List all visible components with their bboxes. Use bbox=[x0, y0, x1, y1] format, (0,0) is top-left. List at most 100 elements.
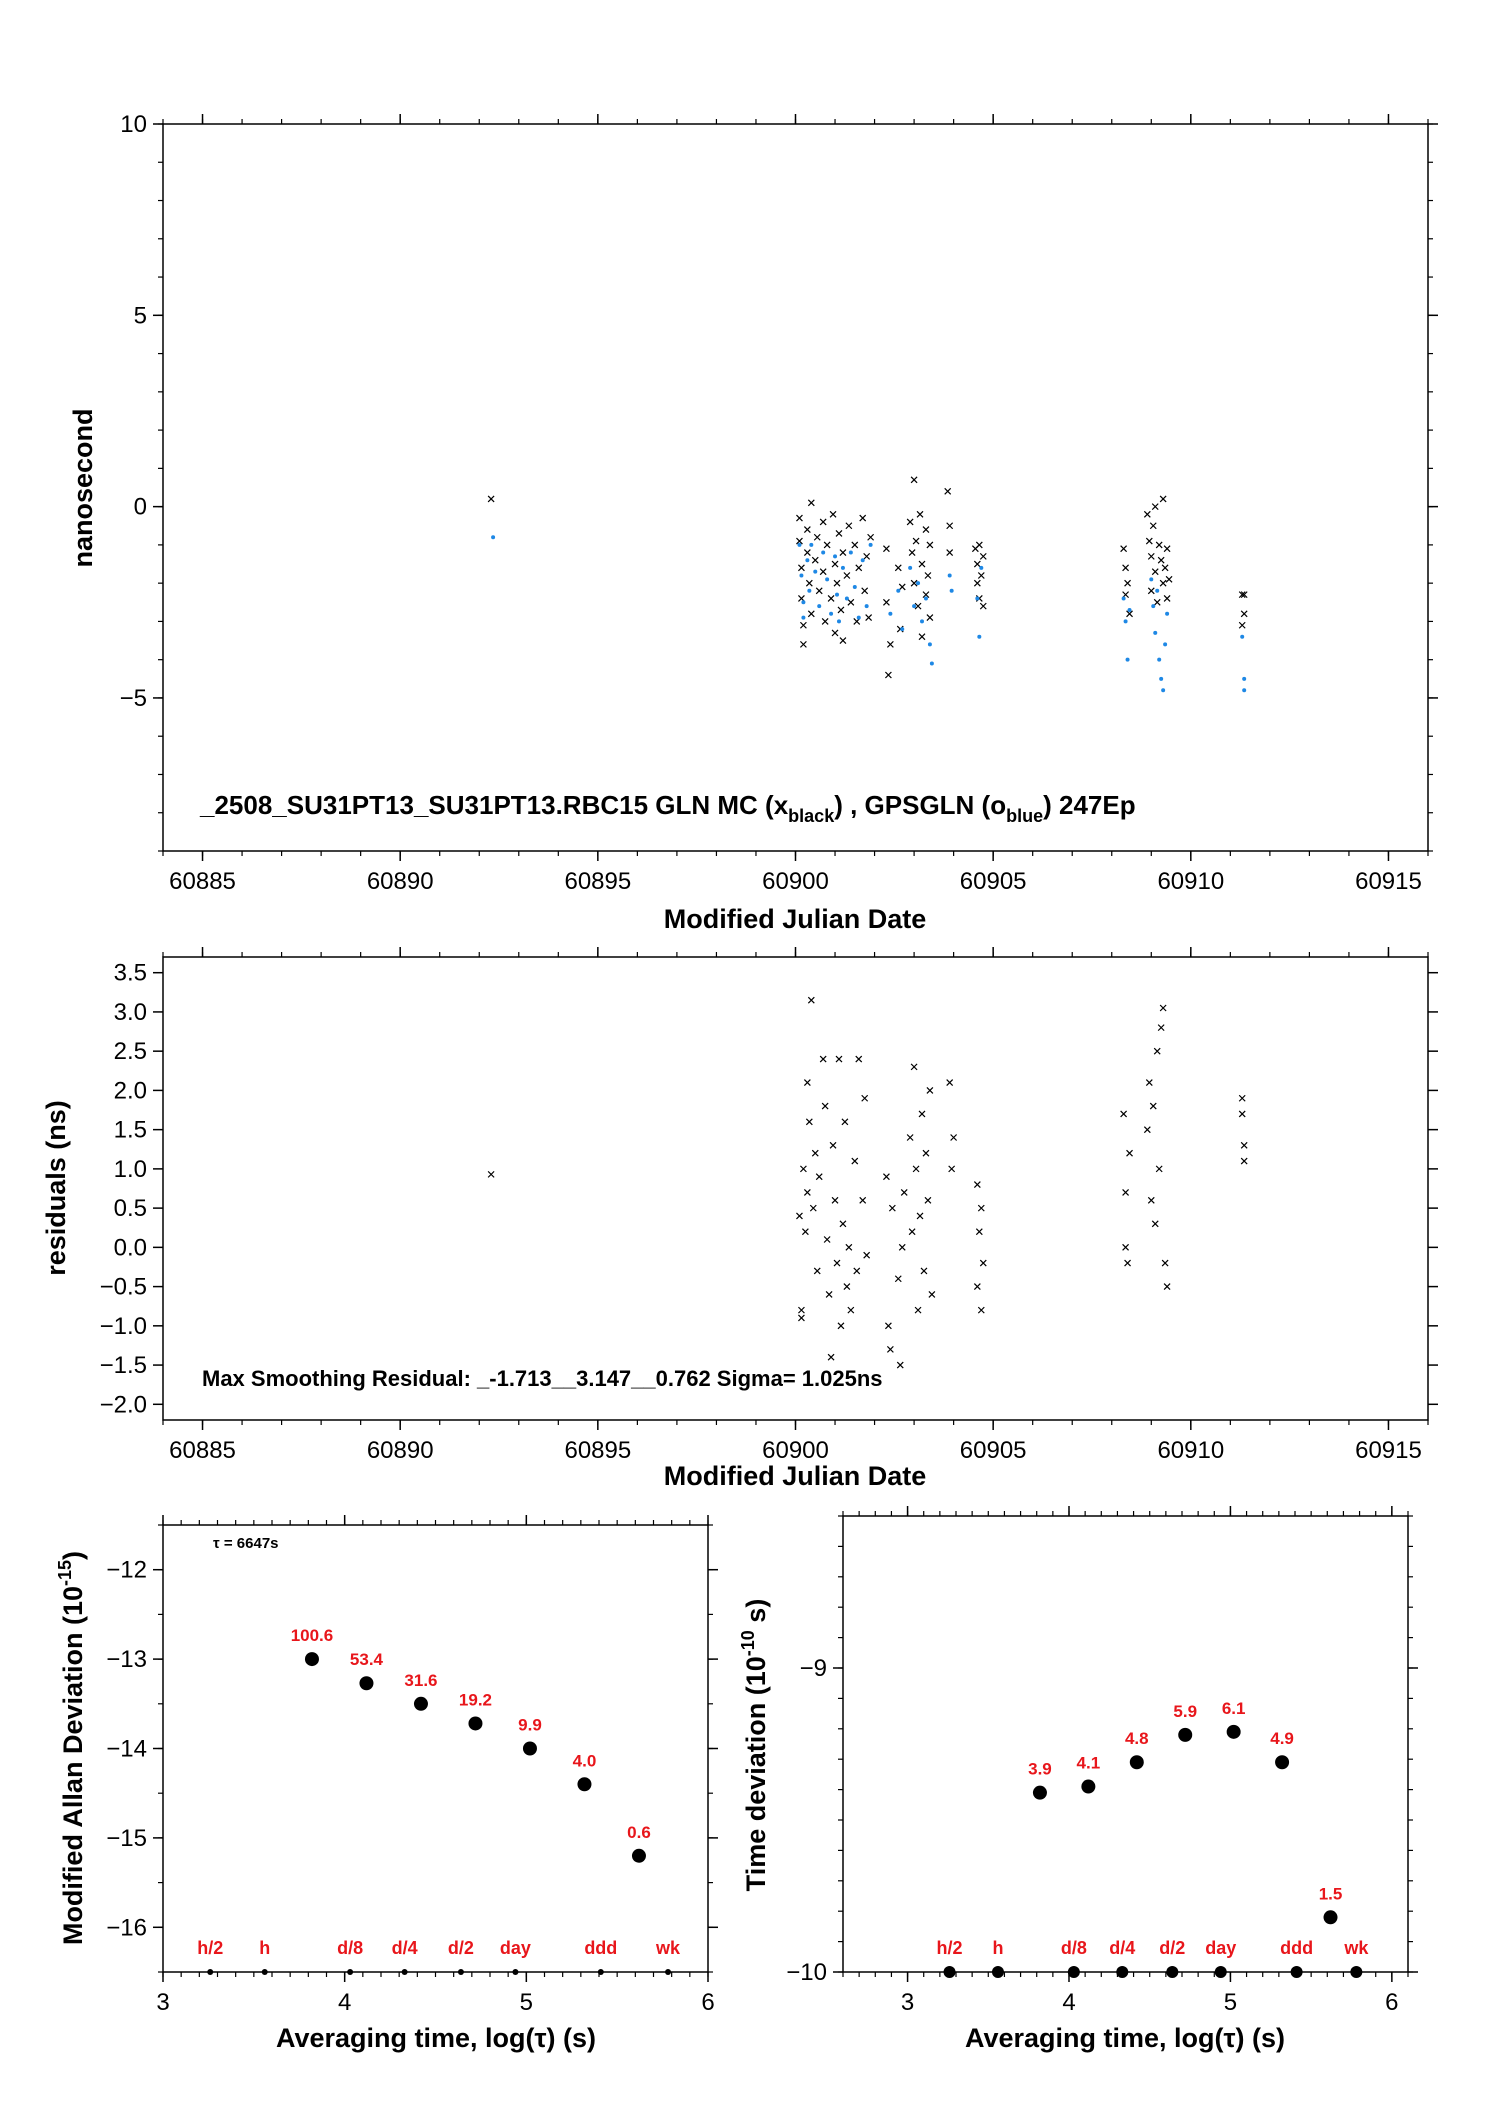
ticks: 3 4 5 6 −9 −10 bbox=[786, 1506, 1418, 2016]
gpsgln-point bbox=[491, 535, 496, 540]
gpsgln-point bbox=[896, 588, 901, 593]
residual-point bbox=[900, 1188, 908, 1196]
gln-point bbox=[863, 552, 871, 560]
time-marker-point bbox=[1166, 1966, 1179, 1978]
time-marker-label: wk bbox=[655, 1938, 681, 1958]
gpsgln-point bbox=[923, 596, 928, 601]
residual-point bbox=[861, 1094, 869, 1102]
residual-point bbox=[855, 1055, 863, 1063]
x-axis-label: Averaging time, log(τ) (s) bbox=[276, 2023, 596, 2053]
gln-point bbox=[884, 671, 892, 679]
time-marker-label: ddd bbox=[584, 1938, 617, 1958]
gpsgln-point bbox=[908, 565, 913, 570]
gln-point bbox=[979, 552, 987, 560]
value-label: 3.9 bbox=[1028, 1760, 1052, 1779]
gln-point bbox=[1151, 568, 1159, 576]
gpsgln-point bbox=[1155, 588, 1160, 593]
gpsgln-point bbox=[1125, 657, 1130, 662]
gln-point bbox=[799, 621, 807, 629]
deviation-point bbox=[1323, 1910, 1338, 1925]
x-tick-label: 60905 bbox=[960, 868, 1027, 895]
x-tick-label: 4 bbox=[1062, 1989, 1075, 2016]
residual-point bbox=[1122, 1243, 1130, 1251]
x-tick-label: 60895 bbox=[564, 868, 631, 895]
residual-point bbox=[888, 1204, 896, 1212]
annotation: _2508_SU31PT13_SU31PT13.RBC15 GLN MC (xb… bbox=[199, 790, 1136, 826]
time-marker-point bbox=[1290, 1966, 1303, 1978]
time-marker-point bbox=[207, 1969, 214, 1975]
y-axis-label: nanosecond bbox=[68, 408, 98, 567]
residual-point bbox=[835, 1055, 843, 1063]
residual-point bbox=[922, 1149, 930, 1157]
y-tick-label: 3.0 bbox=[114, 999, 147, 1026]
gln-point bbox=[1240, 591, 1248, 599]
residual-point bbox=[799, 1165, 807, 1173]
residual-point bbox=[1151, 1220, 1159, 1228]
deviation-point bbox=[1081, 1779, 1096, 1794]
x-tick-label: 6 bbox=[1385, 1989, 1398, 2016]
residual-point bbox=[807, 996, 815, 1004]
time-marker-label: d/2 bbox=[448, 1938, 474, 1958]
residual-point bbox=[833, 1259, 841, 1267]
gln-point bbox=[805, 579, 813, 587]
y-tick-label: 1.0 bbox=[114, 1156, 147, 1183]
gln-point bbox=[1157, 556, 1165, 564]
gln-point bbox=[912, 537, 920, 545]
gln-point bbox=[796, 514, 803, 522]
y-tick-label: 0 bbox=[134, 494, 147, 521]
y-tick-label: 1.5 bbox=[114, 1117, 147, 1144]
residual-point bbox=[831, 1196, 839, 1204]
gpsgln-point bbox=[1161, 688, 1166, 693]
gpsgln-point bbox=[916, 581, 921, 586]
gpsgln-point bbox=[797, 542, 802, 547]
gpsgln-point bbox=[975, 596, 980, 601]
data-points: 3.9 4.1 4.8 5.9 6.1 4.9 1.5 h/2 h d/8 d/4 d/2 day ddd… bbox=[937, 1699, 1369, 1978]
gpsgln-point bbox=[977, 634, 982, 639]
gpsgln-point bbox=[1151, 604, 1156, 609]
time-marker-label: d/4 bbox=[1109, 1938, 1135, 1958]
residual-point bbox=[801, 1228, 809, 1236]
residual-point bbox=[1126, 1149, 1133, 1157]
gln-point bbox=[798, 564, 805, 572]
panel-allan-deviation-chart: 3 4 5 6 −12 −13 −14 −15 −16 100.6 53.4 31.6 19.2 9.9… bbox=[55, 1515, 718, 2053]
x-tick-label: 60910 bbox=[1157, 1437, 1224, 1464]
value-label: 53.4 bbox=[350, 1650, 384, 1669]
y-tick-label: −1.0 bbox=[100, 1313, 147, 1340]
gpsgln-point bbox=[1127, 607, 1132, 612]
residual-point bbox=[912, 1165, 920, 1173]
time-marker-label: day bbox=[1205, 1938, 1236, 1958]
gpsgln-point bbox=[799, 573, 804, 578]
y-tick-label: 3.5 bbox=[114, 960, 147, 987]
residual-point bbox=[1159, 1004, 1167, 1012]
gln-point bbox=[1161, 564, 1169, 572]
gln-point bbox=[926, 541, 934, 549]
residual-point bbox=[908, 1228, 916, 1236]
time-marker-point bbox=[991, 1966, 1004, 1978]
time-marker-point bbox=[261, 1969, 268, 1975]
gln-point bbox=[831, 560, 839, 568]
gln-point bbox=[1238, 621, 1246, 629]
ticks: 60885 60890 60895 60900 60905 60910 60915 3.5 3.… bbox=[100, 947, 1438, 1464]
time-marker-label: d/2 bbox=[1159, 1938, 1185, 1958]
gln-point bbox=[910, 579, 918, 587]
x-tick-label: 60900 bbox=[762, 868, 829, 895]
y-tick-label: −1.5 bbox=[100, 1352, 147, 1379]
gln-point bbox=[1163, 545, 1171, 553]
gln-point bbox=[1159, 495, 1167, 503]
residual-point bbox=[487, 1170, 495, 1178]
residual-point bbox=[924, 1196, 932, 1204]
y-tick-label: −2.0 bbox=[100, 1391, 147, 1418]
gln-point bbox=[910, 476, 918, 484]
residual-point bbox=[825, 1291, 833, 1298]
value-label: 0.6 bbox=[627, 1823, 651, 1842]
gln-point bbox=[839, 637, 847, 644]
gln-point bbox=[1147, 587, 1155, 595]
gln-point bbox=[867, 533, 875, 541]
gln-point bbox=[1159, 579, 1167, 587]
x-tick-label: 60890 bbox=[367, 868, 434, 895]
residual-point bbox=[829, 1141, 837, 1149]
x-tick-label: 60915 bbox=[1355, 868, 1422, 895]
gpsgln-point bbox=[1165, 611, 1170, 616]
x-tick-label: 3 bbox=[901, 1989, 914, 2016]
